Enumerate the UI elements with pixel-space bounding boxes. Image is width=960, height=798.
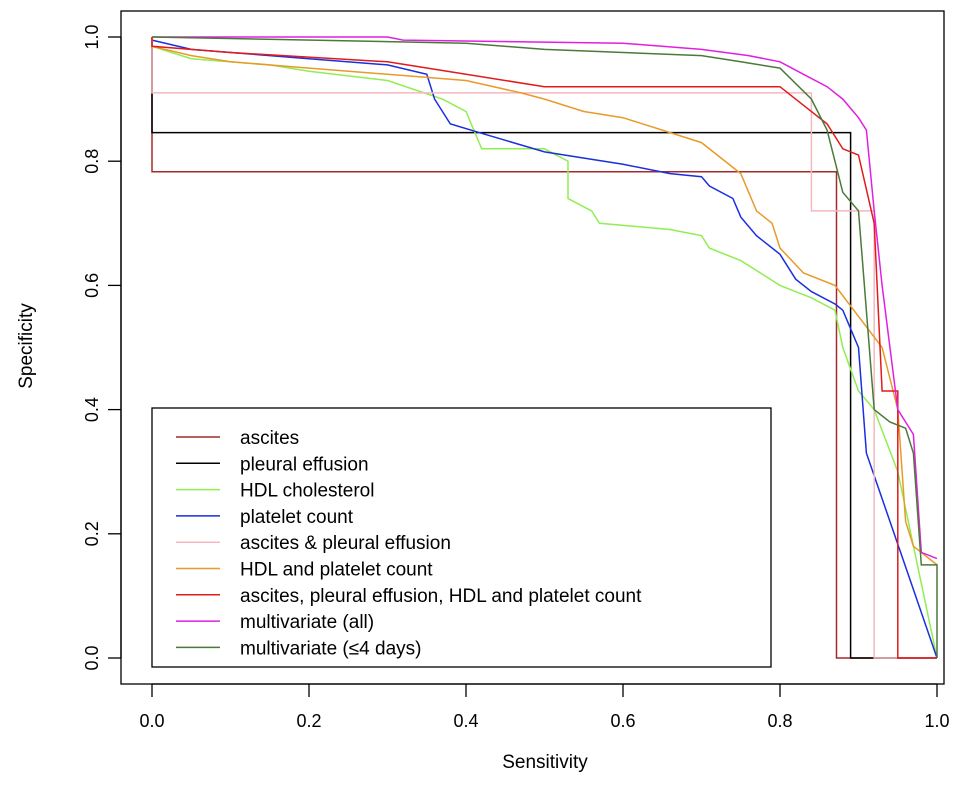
legend-label: multivariate (all) [240, 612, 374, 633]
axes-layer: 0.0 0.2 0.4 0.6 0.8 1.0 0.0 0.2 0.4 0.6 0.8 1.0 [82, 24, 950, 731]
y-tick-label: 1.0 [82, 24, 102, 49]
legend-label: platelet count [240, 507, 354, 528]
legend-label: ascites [240, 428, 299, 449]
y-axis-title: Specificity [16, 303, 37, 389]
legend-label: HDL and platelet count [240, 560, 433, 581]
series-line-5 [151, 37, 937, 659]
x-tick-label: 0.8 [767, 711, 792, 731]
series-line-4 [151, 37, 938, 659]
series-line-9 [151, 36, 938, 658]
legend-label: HDL cholesterol [240, 481, 374, 502]
x-tick-label: 0.0 [139, 711, 164, 731]
x-tick-label: 1.0 [924, 711, 949, 731]
series-layer [151, 36, 938, 659]
legend-box [151, 407, 772, 668]
y-tick-label: 0.4 [82, 397, 102, 422]
y-tick-label: 0.2 [82, 521, 102, 546]
legend-items: ascites pleural effusion HDL cholesterol pl… [176, 428, 642, 659]
y-tick-label: 0.0 [82, 645, 102, 670]
legend-label: ascites & pleural effusion [240, 533, 451, 554]
legend: ascites pleural effusion HDL cholesterol pl… [151, 407, 772, 668]
series-line-6 [151, 37, 938, 566]
legend-label: pleural effusion [240, 454, 369, 475]
x-tick-label: 0.6 [610, 711, 635, 731]
x-tick-label: 0.2 [296, 711, 321, 731]
y-tick-label: 0.6 [82, 273, 102, 298]
y-tick-label: 0.8 [82, 149, 102, 174]
legend-label: multivariate (≤4 days) [240, 638, 421, 659]
legend-label: ascites, pleural effusion, HDL and plate… [240, 586, 642, 607]
series-line-7 [151, 37, 937, 659]
x-tick-label: 0.4 [453, 711, 478, 731]
series-line-8 [152, 36, 938, 560]
series-line-3 [151, 37, 938, 659]
x-axis-title: Sensitivity [502, 752, 588, 773]
